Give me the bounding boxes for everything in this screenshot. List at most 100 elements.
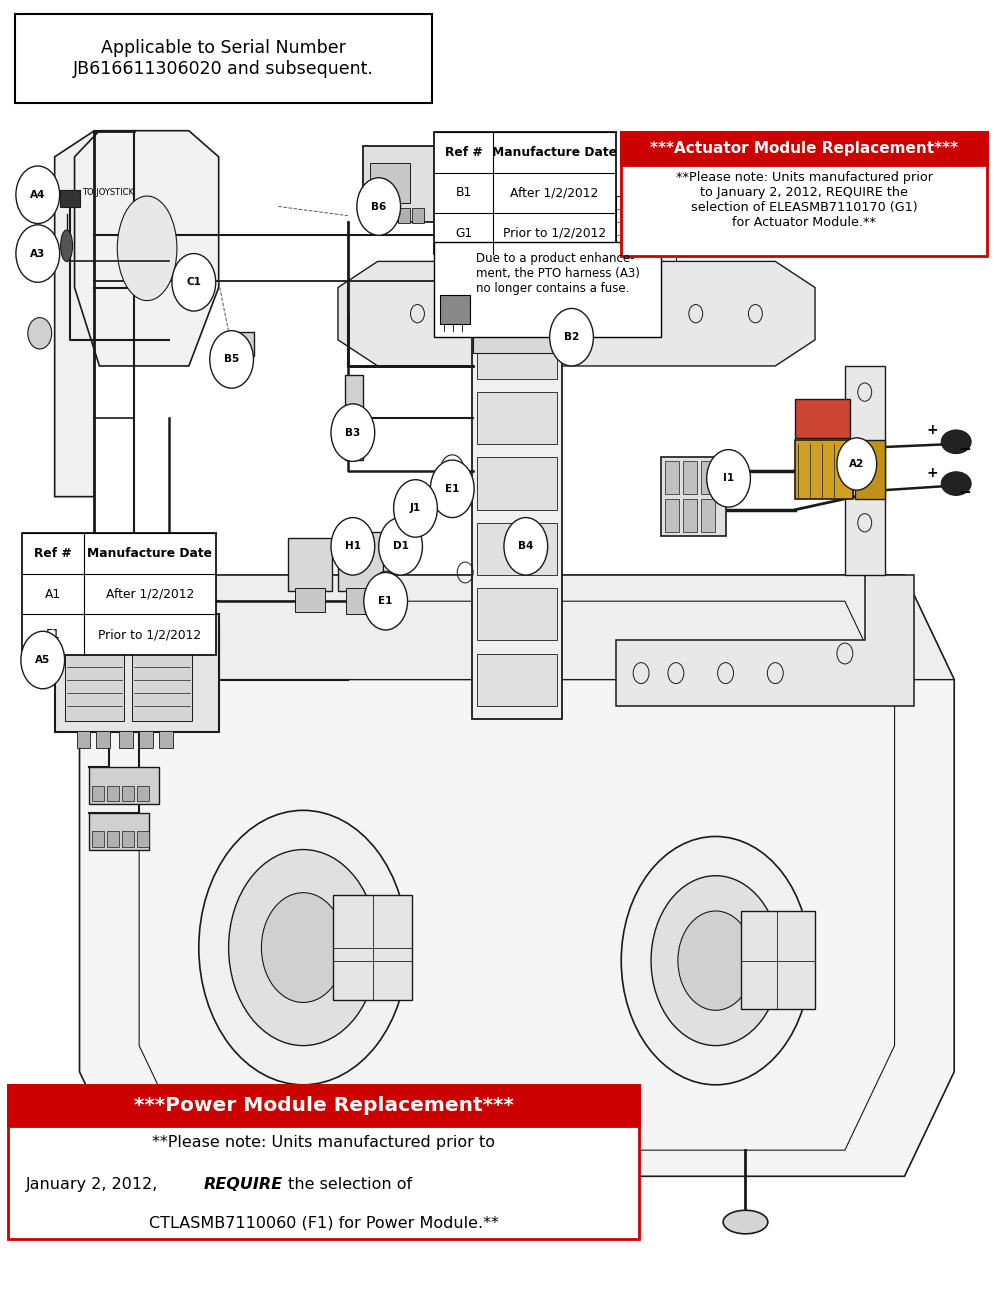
Bar — [665, 461, 679, 494]
Circle shape — [504, 518, 548, 575]
Bar — [132, 627, 192, 721]
Ellipse shape — [117, 196, 177, 301]
Bar — [8, 1085, 639, 1239]
Circle shape — [394, 480, 437, 537]
Text: H1: H1 — [345, 541, 361, 552]
Bar — [107, 786, 119, 801]
Circle shape — [210, 331, 253, 388]
Bar — [383, 208, 395, 223]
Bar — [412, 208, 424, 223]
Circle shape — [707, 450, 750, 507]
Bar — [477, 588, 557, 640]
Text: G1: G1 — [455, 227, 472, 239]
Bar — [89, 767, 159, 804]
Text: ***Power Module Replacement***: ***Power Module Replacement*** — [134, 1095, 513, 1115]
Polygon shape — [338, 261, 815, 366]
Text: +: + — [927, 423, 938, 437]
Bar — [122, 831, 134, 847]
Ellipse shape — [941, 430, 971, 454]
Bar — [477, 346, 557, 379]
Bar — [139, 731, 153, 748]
Bar — [398, 208, 410, 223]
Polygon shape — [80, 575, 954, 680]
Polygon shape — [55, 131, 94, 497]
Circle shape — [229, 850, 378, 1046]
Text: Applicable to Serial Number
JB616611306020 and subsequent.: Applicable to Serial Number JB6166113060… — [73, 39, 374, 78]
Text: Ref #: Ref # — [445, 146, 482, 158]
Text: A4: A4 — [30, 190, 45, 200]
Text: After 1/2/2012: After 1/2/2012 — [510, 187, 599, 199]
Bar — [472, 301, 562, 719]
Circle shape — [379, 518, 422, 575]
Circle shape — [331, 404, 375, 461]
Bar — [477, 523, 557, 575]
Circle shape — [678, 911, 753, 1010]
Circle shape — [550, 308, 593, 366]
Bar — [477, 392, 557, 444]
Bar — [363, 146, 440, 222]
Bar — [77, 731, 90, 748]
Text: A3: A3 — [30, 248, 45, 259]
Bar — [537, 281, 578, 320]
Ellipse shape — [941, 472, 971, 495]
Bar — [22, 533, 216, 655]
Circle shape — [16, 225, 60, 282]
Circle shape — [16, 166, 60, 223]
Text: B2: B2 — [564, 332, 579, 342]
Text: **Please note: Units manufactured prior to: **Please note: Units manufactured prior … — [152, 1134, 495, 1150]
Text: −: − — [959, 485, 972, 501]
Bar — [445, 476, 461, 497]
Circle shape — [357, 178, 401, 235]
Bar — [477, 654, 557, 706]
Bar — [122, 786, 134, 801]
Text: Prior to 1/2/2012: Prior to 1/2/2012 — [503, 227, 606, 239]
Bar — [701, 461, 715, 494]
Text: A1: A1 — [45, 588, 61, 600]
Circle shape — [331, 518, 375, 575]
Text: A2: A2 — [849, 459, 864, 469]
Text: After 1/2/2012: After 1/2/2012 — [106, 588, 194, 600]
Circle shape — [21, 631, 65, 689]
Bar — [295, 588, 325, 612]
Text: A5: A5 — [35, 655, 50, 665]
Bar — [137, 786, 149, 801]
Circle shape — [28, 318, 52, 349]
Circle shape — [261, 893, 345, 1002]
Ellipse shape — [61, 230, 73, 261]
Text: F1: F1 — [46, 629, 60, 640]
Circle shape — [406, 484, 425, 510]
Bar — [683, 499, 697, 532]
Circle shape — [172, 254, 216, 311]
Bar — [368, 208, 380, 223]
Polygon shape — [94, 131, 174, 288]
Text: January 2, 2012,: January 2, 2012, — [26, 1176, 163, 1192]
Bar — [741, 911, 815, 1009]
Bar — [338, 532, 383, 591]
Text: J1: J1 — [410, 503, 421, 514]
Text: B4: B4 — [518, 541, 533, 552]
Circle shape — [430, 460, 474, 518]
Text: B6: B6 — [371, 201, 386, 212]
Bar — [89, 813, 149, 850]
Bar — [346, 588, 374, 614]
Polygon shape — [75, 131, 219, 366]
Bar — [621, 132, 987, 256]
Polygon shape — [616, 575, 914, 706]
Bar — [665, 499, 679, 532]
Bar — [795, 399, 850, 438]
Bar — [477, 457, 557, 510]
Bar — [845, 366, 885, 575]
Text: the selection of: the selection of — [283, 1176, 412, 1192]
Text: B1: B1 — [455, 187, 472, 199]
Text: REQUIRE: REQUIRE — [204, 1176, 283, 1192]
Text: **Please note: Units manufactured prior
to January 2, 2012, REQUIRE the
selectio: **Please note: Units manufactured prior … — [676, 171, 933, 230]
FancyBboxPatch shape — [440, 295, 470, 324]
Text: −: − — [959, 442, 972, 457]
Text: ***Actuator Module Replacement***: ***Actuator Module Replacement*** — [650, 141, 958, 156]
Text: B5: B5 — [224, 354, 239, 365]
Text: I1: I1 — [723, 473, 734, 484]
Bar — [333, 895, 412, 1000]
Bar — [661, 457, 726, 536]
Bar — [855, 440, 885, 499]
Bar — [434, 132, 616, 254]
